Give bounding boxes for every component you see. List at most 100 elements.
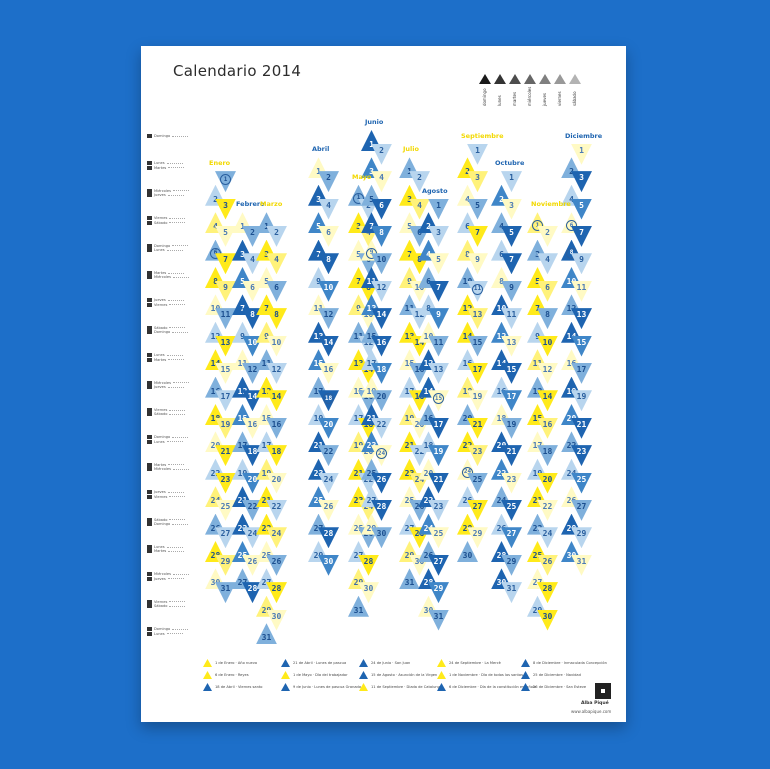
day-cell: 18 — [266, 445, 287, 467]
row-label: Miércoles Jueves — [147, 572, 203, 581]
day-cell: 4 — [318, 198, 339, 220]
row-label: Domingo Lunes — [147, 627, 203, 636]
day-cell: 10 — [371, 253, 392, 275]
row-label: Jueves Viernes — [147, 490, 203, 499]
day-cell: 22 — [537, 499, 558, 521]
holiday-item: 1 de Enero · Año nuevo — [203, 658, 257, 668]
day-cell: 14 — [371, 308, 392, 330]
day-cell: 22 — [371, 417, 392, 439]
holiday-marker-icon — [359, 659, 368, 667]
day-cell: 5 — [428, 253, 449, 275]
legend-weekday-icon — [524, 74, 536, 84]
legend-weekday-icon — [569, 74, 581, 84]
holiday-marker-icon — [281, 671, 290, 679]
day-cell: 28 — [318, 527, 339, 549]
day-cell: 31 — [256, 623, 277, 645]
day-cell: 25 — [467, 472, 488, 494]
legend-weekday-label: domingo — [482, 88, 487, 106]
day-cell: 2 — [371, 143, 392, 165]
month-label: Octubre — [495, 159, 525, 168]
day-cell: 30 — [358, 582, 379, 604]
legend-weekday-label: martes — [512, 91, 517, 106]
legend-weekday-icon — [479, 74, 491, 84]
row-label: Miércoles Jueves — [147, 188, 203, 198]
day-cell: 11 — [215, 308, 236, 330]
holiday-item: 6 de Enero · Reyes — [203, 670, 249, 680]
day-cell: 22 — [318, 445, 339, 467]
day-cell: 10 — [266, 335, 287, 357]
row-label: Domingo — [147, 134, 203, 138]
day-cell: 1 — [571, 143, 592, 165]
holiday-marker-icon — [437, 671, 446, 679]
legend-weekday-label: miércoles — [527, 86, 532, 106]
day-cell: 11 — [571, 280, 592, 302]
row-label: Miércoles Jueves — [147, 380, 203, 390]
day-cell: 31 — [428, 609, 449, 631]
day-cell: 15 — [467, 335, 488, 357]
day-cell: 14 — [537, 390, 558, 412]
row-label: Viernes Sábado — [147, 599, 203, 609]
day-cell: 29 — [428, 582, 449, 604]
day-cell: 29 — [215, 554, 236, 576]
day-cell: 11 — [467, 280, 488, 302]
day-cell: 30 — [537, 609, 558, 631]
day-cell: 8 — [318, 253, 339, 275]
day-cell: 28 — [371, 499, 392, 521]
row-label: Martes Miércoles — [147, 462, 203, 472]
day-cell: 28 — [266, 582, 287, 604]
holiday-item: 1 de Noviembre · Día de todos los santos — [437, 670, 523, 680]
holiday-marker-icon — [359, 683, 368, 691]
legend-weekday-label: viernes — [557, 91, 562, 106]
row-label: Domingo Lunes — [147, 243, 203, 253]
day-cell: 16 — [318, 362, 339, 384]
day-cell: 18 — [371, 362, 392, 384]
holiday-item: 21 de Abril · Lunes de pascua — [281, 658, 346, 668]
day-cell: 20 — [266, 472, 287, 494]
day-cell: 26 — [318, 499, 339, 521]
day-cell: 18 — [318, 390, 339, 412]
day-cell: 15 — [428, 390, 449, 412]
holiday-item: 26 de Diciembre · San Esteve — [521, 682, 586, 692]
day-cell: 17 — [428, 417, 449, 439]
row-label: Viernes Sábado — [147, 408, 203, 417]
day-cell: 27 — [501, 527, 522, 549]
row-label: Jueves Viernes — [147, 298, 203, 307]
day-cell: 31 — [501, 582, 522, 604]
day-cell: 31 — [399, 568, 420, 590]
day-cell: 7 — [467, 225, 488, 247]
holiday-item: 18 de Abril · Viernes santo — [203, 682, 262, 692]
author-url[interactable]: www.albapique.com — [571, 709, 612, 714]
day-cell: 6 — [266, 280, 287, 302]
holiday-marker-icon — [521, 671, 530, 679]
day-cell: 21 — [571, 417, 592, 439]
legend-weekday-icon — [539, 74, 551, 84]
month-label: Enero — [209, 159, 231, 168]
day-cell: 2 — [318, 171, 339, 193]
holiday-marker-icon — [203, 671, 212, 679]
day-cell: 16 — [371, 335, 392, 357]
legend-weekday-label: sábado — [572, 91, 577, 106]
day-cell: 5 — [571, 198, 592, 220]
day-cell: 3 — [571, 171, 592, 193]
holiday-marker-icon — [203, 659, 212, 667]
day-cell: 30 — [318, 554, 339, 576]
day-cell: 7 — [571, 225, 592, 247]
day-cell: 13 — [467, 308, 488, 330]
day-cell: 21 — [501, 445, 522, 467]
month-label: Abril — [312, 145, 330, 154]
day-cell: 17 — [215, 390, 236, 412]
day-cell: 23 — [501, 472, 522, 494]
holiday-item: 6 de Diciembre · Día de la constitución … — [437, 682, 536, 692]
holiday-item: 9 de Junio · Lunes de pascua Granada — [281, 682, 361, 692]
day-cell: 6 — [371, 198, 392, 220]
day-cell: 6 — [537, 280, 558, 302]
day-cell: 21 — [215, 445, 236, 467]
day-cell: 17 — [467, 362, 488, 384]
poster-title: Calendario 2014 — [173, 62, 302, 80]
month-label: Junio — [365, 118, 384, 126]
holiday-item: 24 de Septiembre · La Mercè — [437, 658, 501, 668]
day-cell: 7 — [215, 253, 236, 275]
holiday-marker-icon — [437, 683, 446, 691]
day-cell: 15 — [571, 335, 592, 357]
row-label: Sábado Domingo — [147, 517, 203, 527]
